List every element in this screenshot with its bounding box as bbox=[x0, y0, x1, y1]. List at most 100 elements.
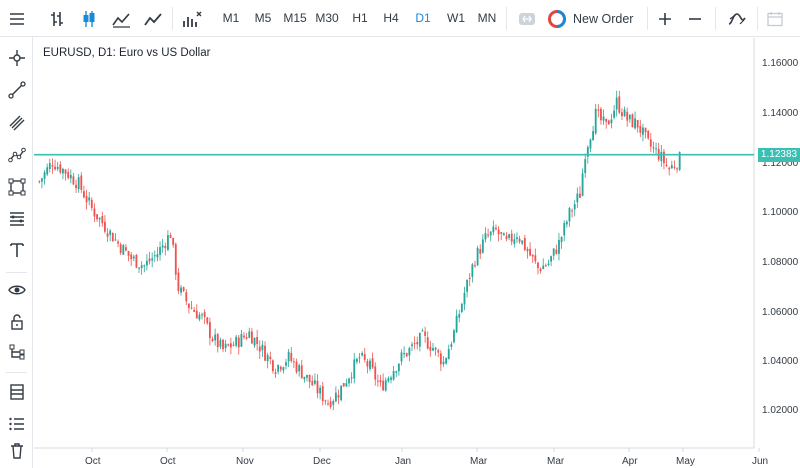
candle-body-bear bbox=[130, 254, 133, 260]
candle-body-bull bbox=[41, 178, 43, 182]
new-order-button[interactable]: New Order bbox=[548, 0, 633, 37]
candle-body-bear bbox=[148, 258, 151, 262]
menu-icon[interactable] bbox=[0, 0, 33, 37]
candle-body-bear bbox=[59, 164, 62, 173]
indicators-icon[interactable] bbox=[178, 0, 206, 37]
candle-body-bear bbox=[38, 181, 41, 183]
candle-body-bull bbox=[400, 352, 403, 362]
candle-body-bull bbox=[552, 248, 555, 256]
line-chart-icon[interactable] bbox=[140, 0, 166, 37]
zoom-out-icon[interactable] bbox=[684, 0, 706, 37]
x-tick-label: Jan bbox=[395, 456, 412, 467]
candle-body-bull bbox=[306, 374, 308, 378]
bar-chart-icon[interactable] bbox=[44, 0, 70, 37]
sidebar-separator bbox=[6, 372, 27, 373]
candle-body-bull bbox=[340, 385, 343, 401]
candle-body-bear bbox=[426, 337, 429, 349]
candle-body-bull bbox=[361, 352, 364, 356]
fibonacci-icon[interactable] bbox=[0, 205, 33, 233]
area-chart-icon[interactable] bbox=[108, 0, 134, 37]
timeframe-h1[interactable]: H1 bbox=[352, 11, 368, 25]
candle-body-bull bbox=[403, 353, 406, 355]
templates-icon[interactable] bbox=[0, 378, 33, 406]
rectangle-icon[interactable] bbox=[0, 173, 33, 201]
object-tree-icon[interactable] bbox=[0, 339, 33, 367]
candle-body-bear bbox=[206, 317, 209, 324]
candle-body-bull bbox=[445, 358, 448, 364]
candle-body-bear bbox=[537, 262, 539, 268]
candle-body-bear bbox=[321, 386, 324, 402]
candle-body-bull bbox=[466, 279, 469, 292]
delete-trash-icon[interactable] bbox=[0, 437, 33, 465]
candle-body-bear bbox=[597, 109, 600, 111]
polyline-icon[interactable] bbox=[0, 141, 33, 169]
timeframe-m1[interactable]: M1 bbox=[222, 11, 240, 25]
candle-body-bull bbox=[460, 303, 463, 312]
timeframe-h4[interactable]: H4 bbox=[383, 11, 399, 25]
candle-body-bear bbox=[366, 361, 369, 367]
candle-body-bear bbox=[424, 331, 427, 336]
timeframe-m5[interactable]: M5 bbox=[254, 11, 272, 25]
candle-body-bear bbox=[203, 312, 206, 318]
toolbar-separator bbox=[506, 7, 507, 30]
lock-icon[interactable] bbox=[0, 308, 33, 336]
candle-body-bull bbox=[576, 193, 579, 203]
timeframe-mn[interactable]: MN bbox=[477, 11, 497, 25]
y-tick-label: 1.10000 bbox=[762, 207, 799, 218]
calendar-icon[interactable] bbox=[764, 0, 786, 37]
trend-line-icon[interactable] bbox=[0, 76, 33, 104]
crosshair-icon[interactable] bbox=[0, 44, 33, 72]
candle-body-bull bbox=[634, 118, 636, 129]
candle-body-bear bbox=[290, 352, 293, 361]
candle-body-bull bbox=[547, 263, 550, 265]
x-tick-label: Apr bbox=[622, 456, 638, 467]
candle-body-bear bbox=[258, 346, 261, 352]
visibility-eye-icon[interactable] bbox=[0, 276, 33, 304]
timeframe-w1[interactable]: W1 bbox=[447, 11, 465, 25]
candle-body-bear bbox=[106, 233, 109, 237]
candle-body-bull bbox=[387, 378, 390, 382]
candle-body-bull bbox=[358, 357, 361, 359]
candle-body-bull bbox=[62, 168, 64, 174]
candle-body-bear bbox=[374, 366, 377, 380]
timeframe-d1[interactable]: D1 bbox=[415, 11, 431, 25]
candle-body-bull bbox=[395, 371, 398, 373]
indicator-line-icon[interactable] bbox=[724, 0, 750, 37]
price-chart[interactable] bbox=[34, 38, 800, 468]
list-icon[interactable] bbox=[0, 410, 33, 438]
zoom-in-icon[interactable] bbox=[654, 0, 676, 37]
candle-body-bear bbox=[618, 96, 621, 113]
candle-body-bull bbox=[652, 147, 655, 149]
top-toolbar: M1 M5 M15 M30 H1 H4 D1 W1 MN New Order bbox=[0, 0, 800, 37]
timeframe-m15[interactable]: M15 bbox=[283, 11, 307, 25]
candle-body-bear bbox=[405, 353, 408, 357]
candle-body-bull bbox=[132, 256, 135, 259]
one-click-trading-icon[interactable] bbox=[513, 0, 541, 37]
candle-body-bull bbox=[453, 330, 455, 343]
candle-body-bull bbox=[46, 167, 49, 175]
candle-body-bear bbox=[295, 361, 298, 373]
candle-body-bear bbox=[229, 343, 232, 348]
candle-body-bull bbox=[450, 344, 453, 347]
candle-body-bear bbox=[337, 395, 340, 398]
candle-body-bull bbox=[156, 254, 159, 258]
candle-body-bear bbox=[169, 235, 172, 239]
candle-body-bull bbox=[670, 165, 673, 169]
candle-body-bull bbox=[642, 127, 644, 135]
candle-body-bull bbox=[589, 139, 592, 149]
candle-body-bull bbox=[77, 177, 80, 190]
candle-body-bull bbox=[489, 231, 492, 236]
candle-body-bull bbox=[198, 314, 201, 320]
candle-body-bear bbox=[379, 380, 382, 383]
candlestick-chart-icon[interactable] bbox=[76, 0, 102, 37]
timeframe-m30[interactable]: M30 bbox=[315, 11, 339, 25]
candle-body-bull bbox=[332, 400, 335, 405]
candle-body-bear bbox=[649, 139, 652, 147]
candle-body-bull bbox=[43, 172, 46, 179]
x-tick-label: Dec bbox=[313, 456, 331, 467]
candle-body-bull bbox=[166, 235, 169, 250]
parallel-channel-icon[interactable] bbox=[0, 109, 33, 137]
text-tool-icon[interactable] bbox=[0, 236, 33, 264]
candle-body-bear bbox=[673, 166, 676, 168]
candle-body-bull bbox=[369, 360, 371, 370]
